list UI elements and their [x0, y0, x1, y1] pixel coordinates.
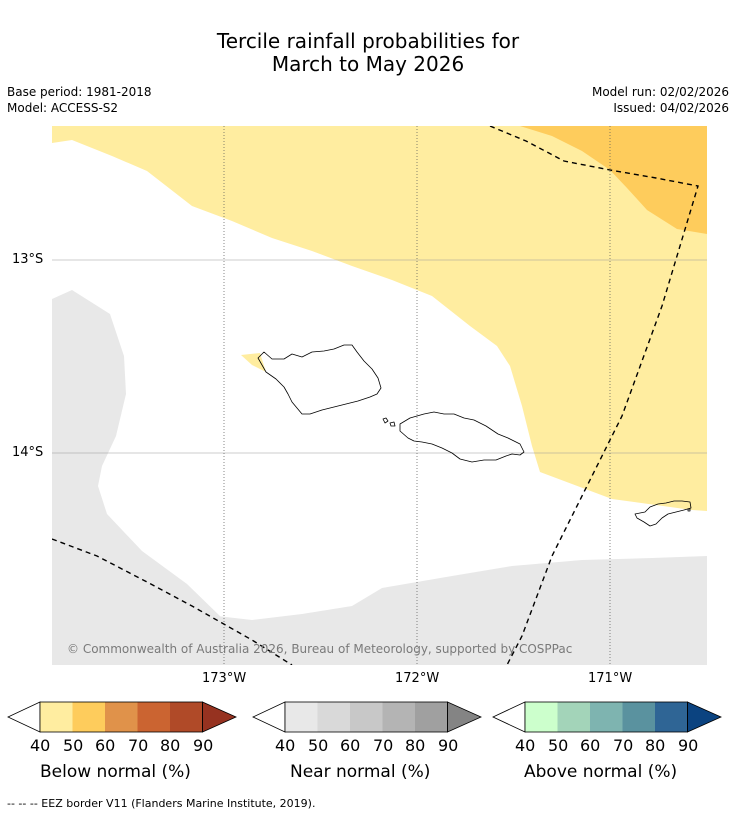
legend-below-tick-60: 60 [95, 736, 116, 755]
region-near-40-south [52, 556, 707, 665]
legend-near [252, 700, 482, 734]
legend-near-tick-50: 50 [308, 736, 329, 755]
legend-near-swatch-0 [285, 702, 318, 732]
legend-below-tick-70: 70 [128, 736, 149, 755]
legend-above-frame [524, 701, 688, 733]
legend-below [7, 700, 237, 734]
legend-near-under-arrow [252, 701, 286, 733]
legend-above-over-arrow [687, 701, 722, 733]
legend-below-frame [39, 701, 203, 733]
legend-above-tick-40: 40 [515, 736, 536, 755]
legend-below-title: Below normal (%) [40, 762, 191, 782]
meta-left: Base period: 1981-2018 Model: ACCESS-S2 [7, 84, 152, 116]
legend-near-tick-60: 60 [340, 736, 361, 755]
legend-above-swatch-0 [525, 702, 558, 732]
legend-above-swatch-3 [622, 702, 655, 732]
map-canvas: © Commonwealth of Australia 2026, Bureau… [52, 126, 707, 665]
issued-date: Issued: 04/02/2026 [613, 101, 729, 115]
map-title-line1: Tercile rainfall probabilities for [216, 29, 520, 53]
legend-below-swatch-0 [40, 702, 73, 732]
legend-near-tick-80: 80 [405, 736, 426, 755]
legend-above-tick-60: 60 [580, 736, 601, 755]
legend-above-tick-50: 50 [548, 736, 569, 755]
legend-below-under-arrow [7, 701, 41, 733]
legend-near-bar [252, 701, 482, 733]
eez-border-east [489, 126, 699, 665]
legend-above-bar [492, 701, 722, 733]
meta-right: Model run: 02/02/2026 Issued: 04/02/2026 [592, 84, 729, 116]
map-title-line2: March to May 2026 [271, 52, 465, 76]
legend-near-swatch-3 [382, 702, 415, 732]
legend-below-tick-50: 50 [63, 736, 84, 755]
island-apolima [382, 417, 389, 424]
legend-above [492, 700, 722, 734]
island-savaii [257, 344, 382, 415]
gridlines [52, 126, 707, 665]
legend-below-over-arrow [202, 701, 237, 733]
lat-label-13: 13°S [12, 252, 44, 267]
legend-near-tick-40: 40 [275, 736, 296, 755]
model-name: Model: ACCESS-S2 [7, 101, 119, 115]
legend-below-tick-40: 40 [30, 736, 51, 755]
legend-above-under-arrow [492, 701, 526, 733]
eez-footnote: -- -- -- EEZ border V11 (Flanders Marine… [7, 797, 316, 810]
legend-near-swatch-2 [350, 702, 383, 732]
legend-above-title: Above normal (%) [524, 762, 678, 782]
legend-above-swatch-1 [557, 702, 590, 732]
region-near-40-west [52, 290, 222, 618]
legend-above-swatch-2 [590, 702, 623, 732]
legend-above-tick-90: 90 [678, 736, 699, 755]
legend-near-tick-70: 70 [373, 736, 394, 755]
map-panel: © Commonwealth of Australia 2026, Bureau… [52, 126, 707, 665]
region-below-40-patch [241, 353, 266, 372]
model-run: Model run: 02/02/2026 [591, 85, 729, 99]
legend-below-swatch-4 [170, 702, 203, 732]
legend-near-tick-90: 90 [438, 736, 459, 755]
region-below-50 [520, 126, 707, 234]
lon-label-172: 172°W [395, 671, 440, 686]
legend-near-frame [284, 701, 448, 733]
base-period: Base period: 1981-2018 [7, 85, 152, 99]
legend-near-swatch-1 [317, 702, 350, 732]
island-aunuu [687, 508, 691, 512]
region-below-40 [52, 126, 707, 511]
legend-near-title: Near normal (%) [290, 762, 431, 782]
island-tutuila [634, 500, 692, 527]
legend-above-tick-80: 80 [645, 736, 666, 755]
legend-below-bar [7, 701, 237, 733]
legend-near-over-arrow [447, 701, 482, 733]
lon-label-171: 171°W [588, 671, 633, 686]
eez-border-southwest [52, 538, 293, 665]
island-upolu [399, 411, 525, 463]
legend-above-tick-70: 70 [613, 736, 634, 755]
legend-below-tick-80: 80 [160, 736, 181, 755]
legend-below-swatch-2 [105, 702, 138, 732]
legend-above-swatch-4 [655, 702, 688, 732]
map-copyright: © Commonwealth of Australia 2026, Bureau… [67, 642, 572, 656]
lat-label-14: 14°S [12, 445, 44, 460]
island-manono [389, 421, 396, 427]
map-title: Tercile rainfall probabilities for March… [0, 30, 736, 76]
legend-near-swatch-4 [415, 702, 448, 732]
legend-below-swatch-3 [137, 702, 170, 732]
legend-below-swatch-1 [72, 702, 105, 732]
lon-label-173: 173°W [202, 671, 247, 686]
legend-below-tick-90: 90 [193, 736, 214, 755]
